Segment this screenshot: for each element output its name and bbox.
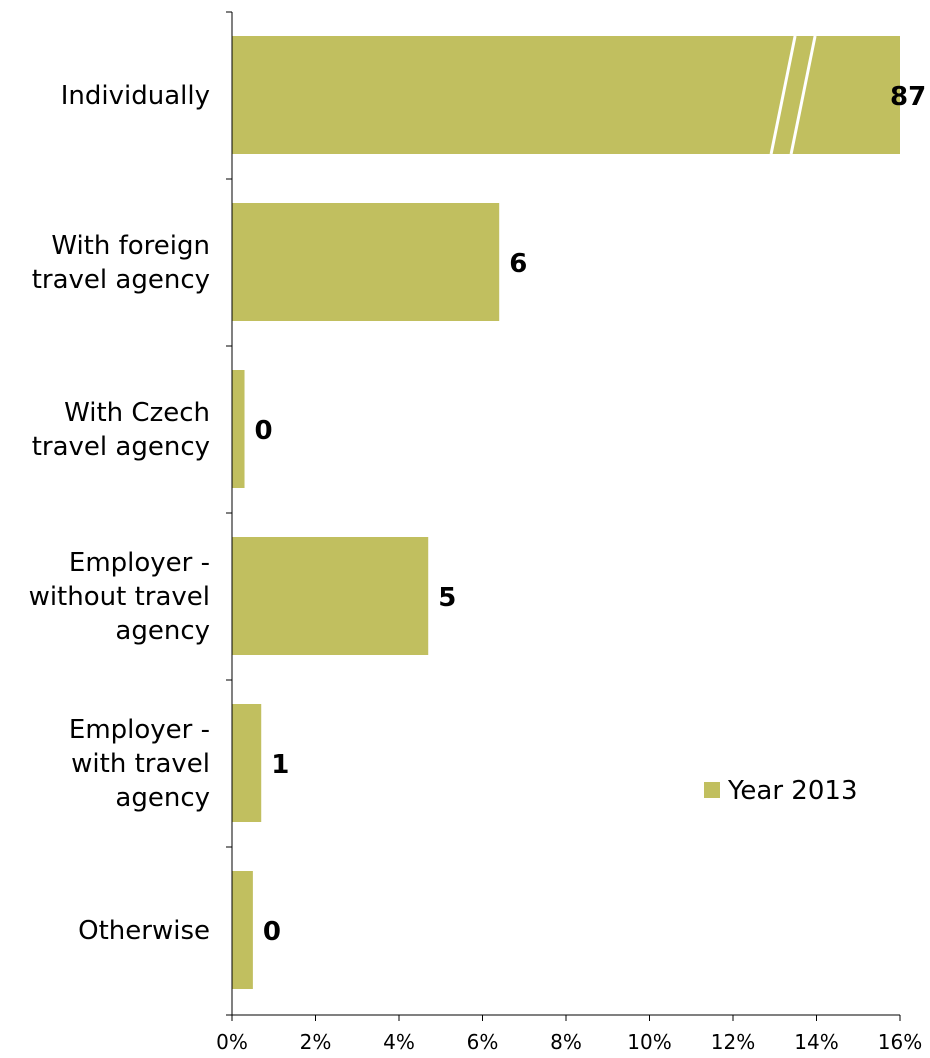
tick-marks-group xyxy=(226,11,901,1021)
value-label-4: 1 xyxy=(271,750,289,780)
x-tick-labels-group: 0% 2% 4% 6% 8% 10% 12% 14% 16% xyxy=(216,1030,922,1054)
category-label-1-line-1: travel agency xyxy=(32,265,210,295)
x-tick-label-0: 0% xyxy=(216,1030,248,1054)
axis-break-mark-1 xyxy=(789,35,817,155)
value-label-0: 87 xyxy=(890,82,926,112)
category-label-4-line-0: Employer - xyxy=(69,715,210,745)
x-tick-label-5: 10% xyxy=(627,1030,671,1054)
bar-3 xyxy=(232,537,429,655)
legend-swatch xyxy=(704,782,720,798)
x-tick-label-8: 16% xyxy=(878,1030,922,1054)
x-tick-label-7: 14% xyxy=(794,1030,838,1054)
x-tick-label-1: 2% xyxy=(300,1030,332,1054)
x-tick-label-3: 6% xyxy=(467,1030,499,1054)
x-tick-label-4: 8% xyxy=(550,1030,582,1054)
category-label-1-line-0: With foreign xyxy=(51,231,210,261)
value-label-2: 0 xyxy=(255,416,273,446)
category-label-4-line-1: with travel xyxy=(71,749,210,779)
value-label-1: 6 xyxy=(509,249,527,279)
category-label-3-line-1: without travel xyxy=(29,582,210,612)
category-labels-group: Individually With foreign travel agency Wit… xyxy=(29,81,210,946)
bar-1 xyxy=(232,203,500,321)
category-label-0-line-0: Individually xyxy=(61,81,210,111)
axis-break-mark-0 xyxy=(769,35,797,155)
x-tick-label-2: 4% xyxy=(383,1030,415,1054)
category-label-3-line-2: agency xyxy=(115,616,210,646)
category-label-4-line-2: agency xyxy=(115,783,210,813)
bars-group xyxy=(232,35,900,989)
bar-5 xyxy=(232,871,253,989)
category-label-2-line-0: With Czech xyxy=(64,398,210,428)
bar-2 xyxy=(232,370,245,488)
x-tick-label-6: 12% xyxy=(711,1030,755,1054)
legend: Year 2013 xyxy=(704,776,857,806)
axes-group xyxy=(231,12,900,1016)
value-label-5: 0 xyxy=(263,917,281,947)
category-label-5-line-0: Otherwise xyxy=(78,916,210,946)
legend-label: Year 2013 xyxy=(727,776,857,806)
category-label-2-line-1: travel agency xyxy=(32,432,210,462)
bar-4 xyxy=(232,704,262,822)
bar-0 xyxy=(232,36,900,154)
value-label-3: 5 xyxy=(438,583,456,613)
category-label-3-line-0: Employer - xyxy=(69,548,210,578)
